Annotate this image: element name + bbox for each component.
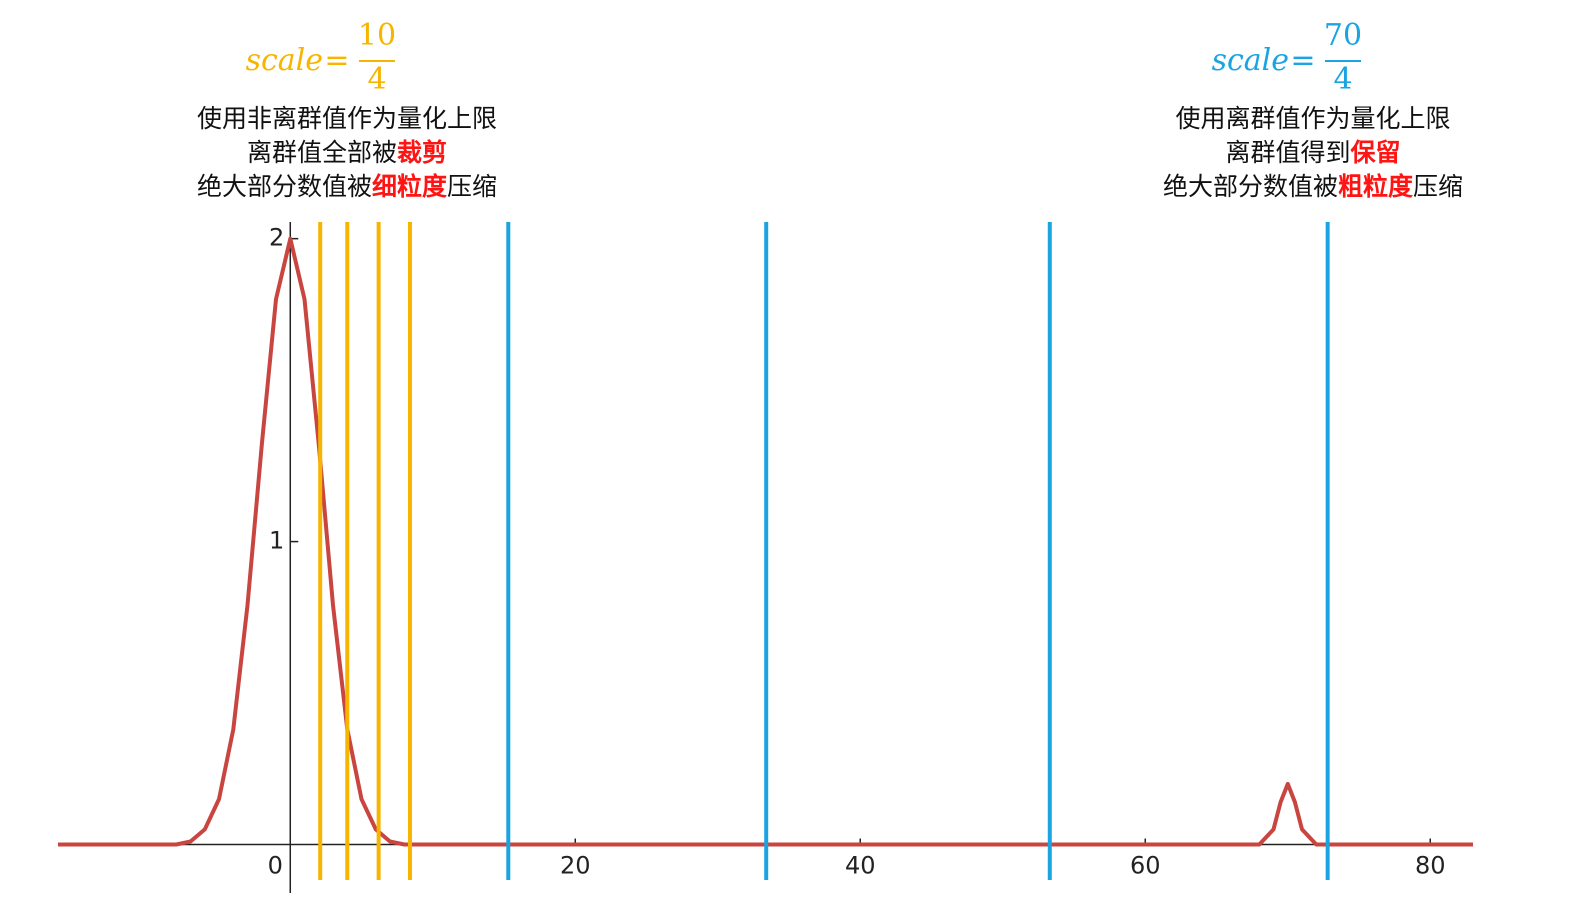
note-text: 离群值全部被 [247,138,397,167]
highlight-text: 细粒度 [372,172,447,201]
note-line: 使用非离群值作为量化上限 [197,104,497,133]
y-tick-label: 2 [269,224,284,252]
x-tick-label: 20 [560,852,591,880]
note-text: 绝大部分数值被 [1163,172,1338,201]
formula-numerator: 70 [1324,18,1362,53]
note-text: 压缩 [447,172,497,201]
formula-lhs: scale [246,43,323,78]
note-text: 使用离群值作为量化上限 [1175,104,1450,133]
note-line: 离群值得到保留 [1225,138,1400,167]
note-line: 离群值全部被裁剪 [247,138,447,167]
note-text: 离群值得到 [1225,138,1350,167]
x-tick-label: 80 [1415,852,1446,880]
x-tick-label: 40 [845,852,876,880]
y-tick-label: 1 [269,527,284,555]
formula-denominator: 4 [367,62,386,97]
note-line: 绝大部分数值被细粒度压缩 [197,172,497,201]
formula-numerator: 10 [358,18,396,53]
density-curve [58,236,1473,847]
x-tick-label: 60 [1130,852,1161,880]
highlight-text: 裁剪 [397,138,447,167]
formula-denominator: 4 [1333,62,1352,97]
x-tick-label: 0 [268,852,283,880]
note-line: 绝大部分数值被粗粒度压缩 [1163,172,1463,201]
annotation: scale =104使用非离群值作为量化上限离群值全部被裁剪绝大部分数值被细粒度压… [197,18,497,201]
formula-eq: = [1290,43,1315,78]
highlight-text: 粗粒度 [1338,172,1413,201]
note-text: 压缩 [1413,172,1463,201]
note-text: 绝大部分数值被 [197,172,372,201]
formula-lhs: scale [1212,43,1289,78]
highlight-text: 保留 [1350,138,1401,167]
formula-eq: = [324,43,349,78]
note-line: 使用离群值作为量化上限 [1175,104,1450,133]
note-text: 使用非离群值作为量化上限 [197,104,497,133]
